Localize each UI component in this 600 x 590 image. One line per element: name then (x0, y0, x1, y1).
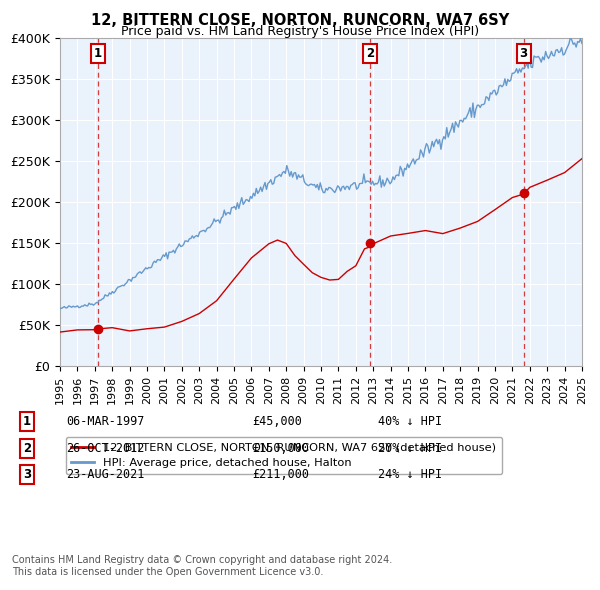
Text: 3: 3 (23, 468, 31, 481)
Legend: 12, BITTERN CLOSE, NORTON, RUNCORN, WA7 6SY (detached house), HPI: Average price: 12, BITTERN CLOSE, NORTON, RUNCORN, WA7 … (65, 437, 502, 474)
Text: 23-AUG-2021: 23-AUG-2021 (66, 468, 145, 481)
Text: 2: 2 (366, 47, 374, 60)
Text: 1: 1 (23, 415, 31, 428)
Text: 20% ↓ HPI: 20% ↓ HPI (378, 442, 442, 455)
Text: 40% ↓ HPI: 40% ↓ HPI (378, 415, 442, 428)
Text: 2: 2 (23, 442, 31, 455)
Text: £211,000: £211,000 (252, 468, 309, 481)
Text: Contains HM Land Registry data © Crown copyright and database right 2024.: Contains HM Land Registry data © Crown c… (12, 555, 392, 565)
Text: 26-OCT-2012: 26-OCT-2012 (66, 442, 145, 455)
Text: 1: 1 (94, 47, 102, 60)
Text: 12, BITTERN CLOSE, NORTON, RUNCORN, WA7 6SY: 12, BITTERN CLOSE, NORTON, RUNCORN, WA7 … (91, 13, 509, 28)
Text: This data is licensed under the Open Government Licence v3.0.: This data is licensed under the Open Gov… (12, 567, 323, 577)
Text: 3: 3 (520, 47, 527, 60)
Text: Price paid vs. HM Land Registry's House Price Index (HPI): Price paid vs. HM Land Registry's House … (121, 25, 479, 38)
Text: 06-MAR-1997: 06-MAR-1997 (66, 415, 145, 428)
Text: £150,000: £150,000 (252, 442, 309, 455)
Text: £45,000: £45,000 (252, 415, 302, 428)
Text: 24% ↓ HPI: 24% ↓ HPI (378, 468, 442, 481)
